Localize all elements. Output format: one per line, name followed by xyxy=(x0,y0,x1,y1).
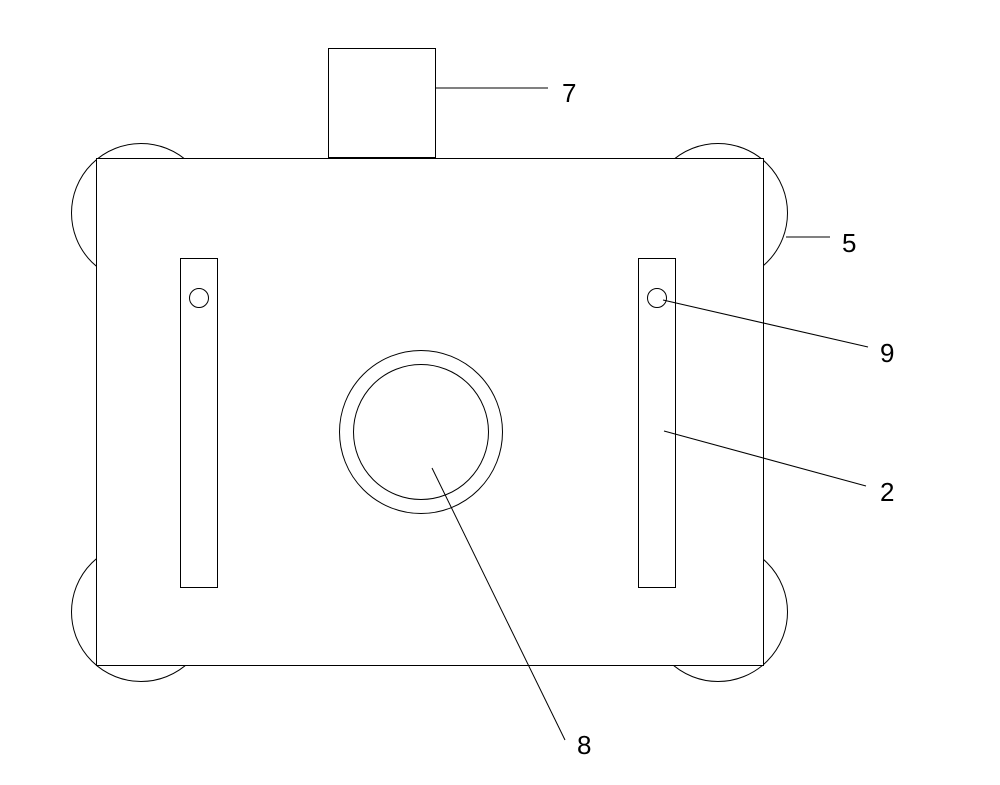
diagram-canvas: 7 5 9 2 8 xyxy=(0,0,1000,785)
leader-9 xyxy=(663,300,868,347)
leader-2 xyxy=(664,431,866,486)
callout-label-2: 2 xyxy=(880,477,894,508)
callout-label-8: 8 xyxy=(577,730,591,761)
leader-8 xyxy=(432,468,565,740)
leaders-svg xyxy=(0,0,1000,785)
callout-label-9: 9 xyxy=(880,338,894,369)
callout-label-7: 7 xyxy=(562,78,576,109)
callout-label-5: 5 xyxy=(842,228,856,259)
